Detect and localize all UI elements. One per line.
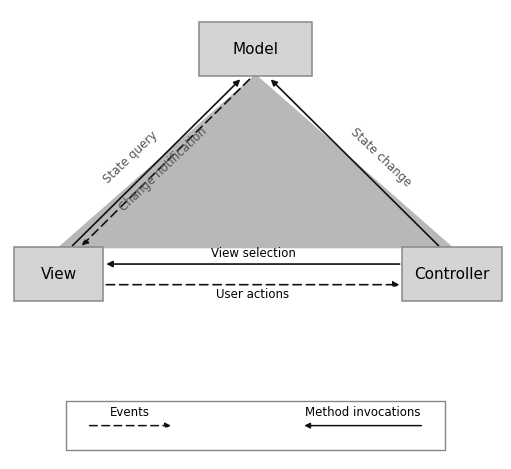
Bar: [403, 248, 502, 302]
Text: State query: State query: [101, 129, 160, 186]
Bar: [199, 22, 312, 76]
Text: View selection: View selection: [211, 247, 295, 260]
Text: Controller: Controller: [414, 267, 490, 282]
Text: View: View: [41, 267, 77, 282]
Text: User actions: User actions: [216, 287, 290, 301]
Text: Events: Events: [110, 406, 150, 419]
Text: Method invocations: Method invocations: [305, 406, 421, 419]
Text: Change notification: Change notification: [117, 125, 210, 214]
Bar: [14, 248, 104, 302]
Bar: [66, 401, 445, 450]
Text: State change: State change: [348, 125, 413, 189]
Polygon shape: [59, 75, 452, 248]
Text: Model: Model: [233, 42, 278, 57]
